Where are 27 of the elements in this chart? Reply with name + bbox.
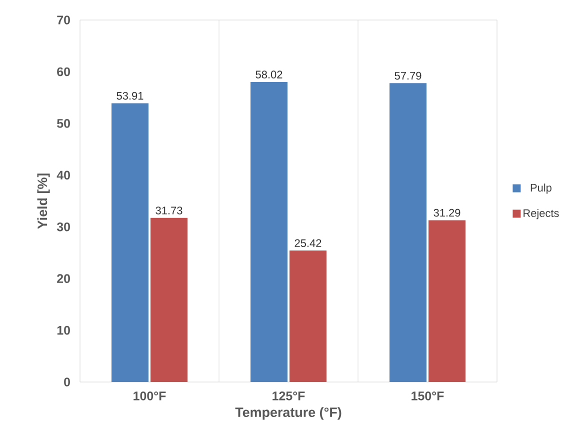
bar xyxy=(289,250,326,382)
legend-label: Rejects xyxy=(524,208,559,220)
x-axis-title: Temperature (°F) xyxy=(235,407,342,420)
data-label: 31.29 xyxy=(434,208,460,217)
y-tick-label: 0 xyxy=(64,378,70,386)
y-tick-label: 50 xyxy=(57,119,70,128)
bar xyxy=(428,220,466,382)
x-tick-label: 125°F xyxy=(272,392,305,400)
data-label: 25.42 xyxy=(294,239,322,248)
y-tick-label: 30 xyxy=(56,222,70,232)
y-tick-label: 10 xyxy=(57,326,70,335)
data-label: 57.79 xyxy=(394,72,422,80)
y-tick-label: 70 xyxy=(57,16,70,24)
bar xyxy=(390,83,427,382)
data-label: 58.02 xyxy=(256,70,282,78)
x-tick-label: 100°F xyxy=(134,392,166,400)
y-tick-label: 20 xyxy=(57,274,70,283)
x-tick-label: 150°F xyxy=(412,392,444,400)
bar xyxy=(150,218,188,382)
bar xyxy=(112,103,149,382)
y-tick-label: 60 xyxy=(57,67,70,76)
bar xyxy=(250,82,288,382)
y-axis-title: Yield [%] xyxy=(37,174,50,229)
legend-label: Pulp xyxy=(530,184,552,194)
data-label: 31.73 xyxy=(156,206,182,214)
y-tick-label: 40 xyxy=(56,170,70,180)
data-label: 53.91 xyxy=(116,92,144,100)
